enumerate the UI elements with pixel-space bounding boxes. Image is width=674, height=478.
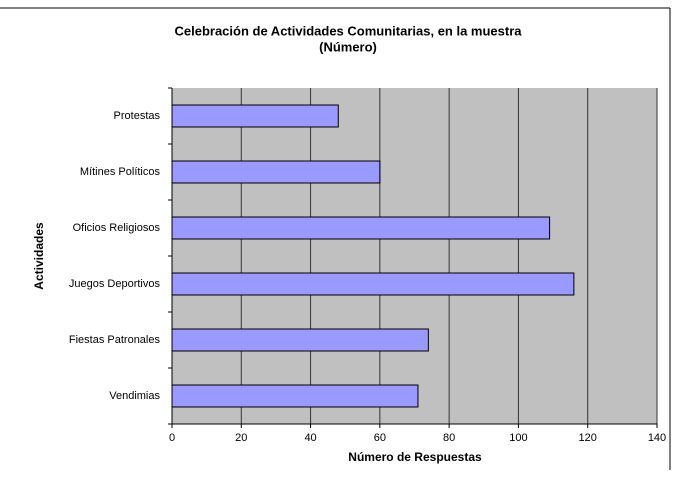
x-axis-label: Número de Respuestas: [348, 450, 482, 464]
y-tick-label: Oficios Religiosos: [73, 222, 161, 234]
x-tick-label: 0: [169, 432, 175, 444]
x-tick-label: 20: [235, 432, 247, 444]
bar: [171, 160, 381, 184]
x-tick-label: 100: [509, 432, 527, 444]
chart-title: (Número): [319, 39, 377, 54]
y-tick-label: Juegos Deportivos: [69, 278, 161, 290]
y-tick-label: Fiestas Patronales: [69, 334, 161, 346]
x-tick-label: 140: [648, 432, 666, 444]
bar: [171, 272, 575, 296]
chart-title: Celebración de Actividades Comunitarias,…: [174, 23, 522, 38]
y-axis-label: Actividades: [32, 222, 46, 290]
x-tick-label: 60: [374, 432, 386, 444]
x-tick-label: 40: [304, 432, 316, 444]
y-tick-label: Protestas: [114, 110, 161, 122]
y-tick-label: Vendimias: [109, 390, 160, 402]
bar: [171, 328, 429, 352]
plot-area: [172, 88, 657, 424]
bar: [171, 104, 339, 128]
y-tick-label: Mítines Políticos: [80, 166, 161, 178]
x-tick-label: 80: [443, 432, 455, 444]
bar: [171, 384, 419, 408]
x-tick-label: 120: [579, 432, 597, 444]
bar: [171, 216, 551, 240]
